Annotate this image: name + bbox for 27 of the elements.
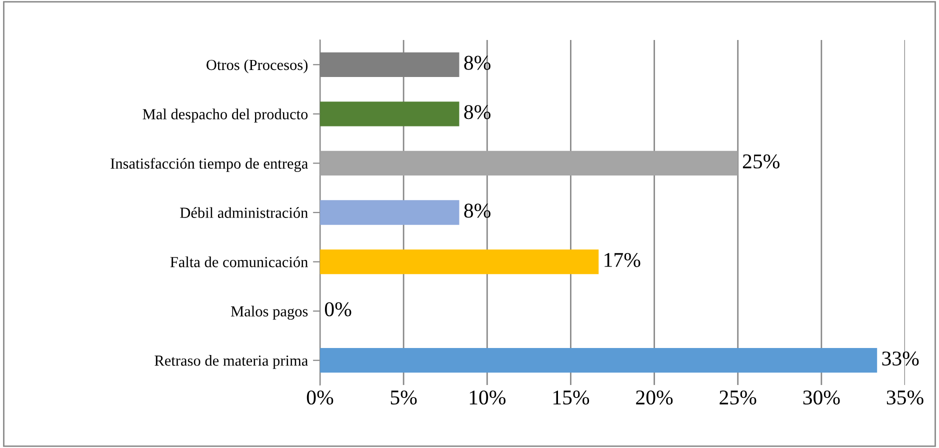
x-tick-label: 15% xyxy=(553,390,590,405)
y-tick-label: Falta de comunicación xyxy=(170,256,308,268)
x-tick-label: 0% xyxy=(306,390,334,405)
y-tick-label: Insatisfacción tiempo de entrega xyxy=(110,158,308,172)
data-label: 8% xyxy=(464,56,490,70)
data-label: 25% xyxy=(742,154,780,168)
bar xyxy=(320,200,460,225)
data-label: 0% xyxy=(324,302,352,316)
y-tick-label: Débil administración xyxy=(180,207,308,218)
x-tick-label: 10% xyxy=(470,390,506,405)
data-label: 33% xyxy=(882,352,919,366)
data-label: 8% xyxy=(464,105,490,120)
data-label: 17% xyxy=(604,252,640,268)
y-tick-label: Malos pagos xyxy=(230,306,308,320)
bar xyxy=(320,102,460,126)
x-tick-label: 30% xyxy=(803,390,840,405)
x-tick-label: 20% xyxy=(636,390,673,405)
bar xyxy=(320,348,878,373)
bar xyxy=(320,249,599,274)
x-tick-label: 25% xyxy=(720,390,756,405)
y-tick-label: Retraso de materia prima xyxy=(154,355,308,369)
y-tick-label: Otros (Procesos) xyxy=(206,59,308,74)
x-tick-label: 35% xyxy=(886,390,924,405)
data-label: 8% xyxy=(464,204,490,218)
y-tick-label: Mal despacho del producto xyxy=(142,108,308,122)
x-tick-label: 5% xyxy=(390,390,417,405)
bar xyxy=(320,150,738,176)
